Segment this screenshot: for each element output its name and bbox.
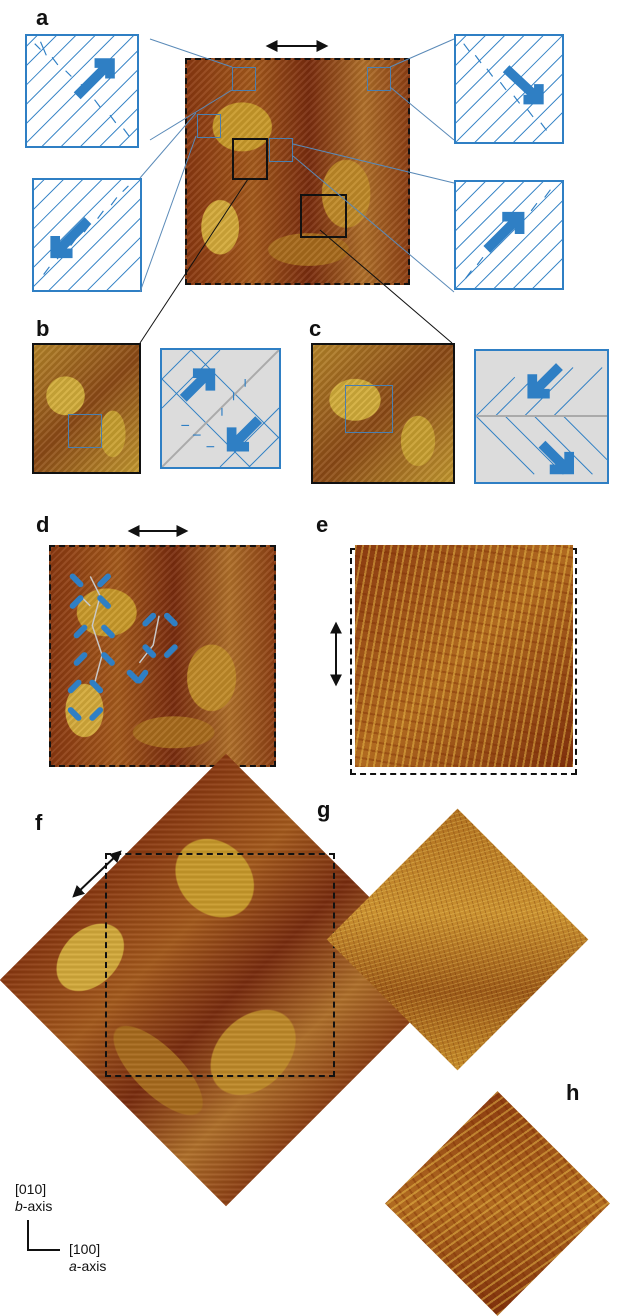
schematic-mid-left <box>32 178 142 292</box>
afm-image-h <box>385 1091 610 1316</box>
b-direction-label: [010] <box>15 1181 47 1197</box>
panel-label-e: e <box>316 512 329 537</box>
schematic-b <box>160 348 281 469</box>
schematic-top-right <box>454 34 564 144</box>
panel-label-b: b <box>36 316 50 341</box>
b-axis-italic: b <box>15 1198 23 1214</box>
dashed-frame-f <box>105 853 335 1077</box>
a-axis-suffix: -axis <box>76 1258 107 1274</box>
a-direction-label: [100] <box>69 1241 101 1257</box>
a-axis-label: a-axis <box>69 1258 107 1274</box>
afm-image-b <box>32 343 141 474</box>
roi-box-4 <box>269 138 293 162</box>
afm-image-a <box>185 58 410 285</box>
schematic-mid-right <box>454 180 564 290</box>
afm-image-c <box>311 343 455 484</box>
panel-label-g: g <box>317 797 331 822</box>
panel-label-f: f <box>35 810 43 835</box>
schematic-top-left <box>25 34 139 148</box>
panel-label-a: a <box>36 5 49 30</box>
schematic-c <box>474 349 609 484</box>
afm-image-d <box>49 545 276 767</box>
roi-box-b <box>68 414 102 448</box>
b-axis-label: b-axis <box>15 1198 53 1214</box>
roi-box-3 <box>367 67 391 91</box>
zoom-box-b <box>232 138 268 180</box>
roi-box-2 <box>197 114 221 138</box>
roi-box-1 <box>232 67 256 91</box>
afm-image-e <box>355 545 573 767</box>
a-axis-italic: a <box>69 1258 77 1274</box>
roi-box-c <box>345 385 393 433</box>
panel-label-h: h <box>566 1080 580 1105</box>
panel-label-c: c <box>309 316 322 341</box>
zoom-box-c <box>300 194 347 238</box>
b-axis-suffix: -axis <box>22 1198 53 1214</box>
panel-label-d: d <box>36 512 50 537</box>
